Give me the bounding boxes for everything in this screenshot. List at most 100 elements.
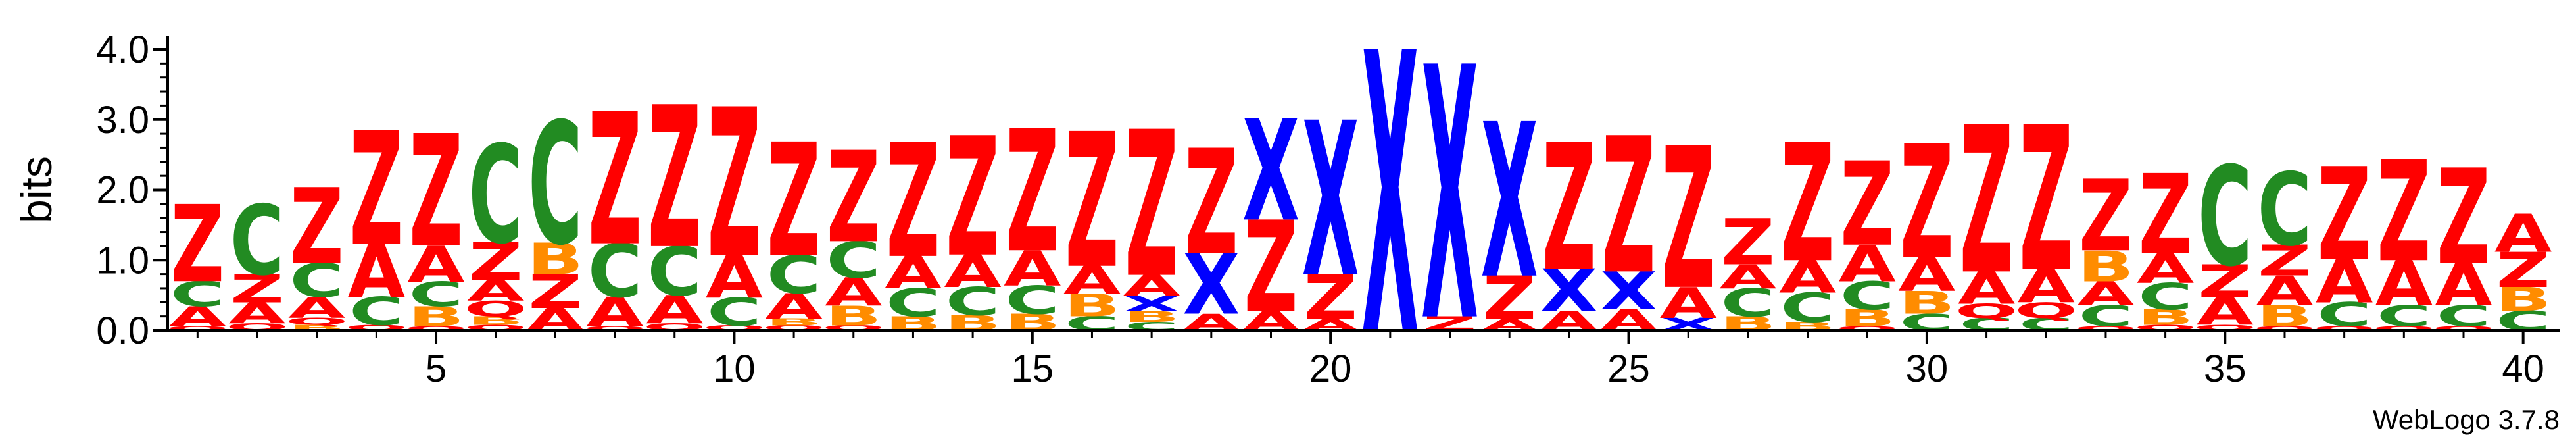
x-tick-label: 35 [2204, 348, 2247, 390]
weblogo-credit: WebLogo 3.7.8 [2373, 404, 2560, 435]
x-tick-label: 10 [713, 348, 756, 390]
logo-glyph-c: C [468, 117, 523, 274]
logo-glyph-z: Z [1602, 97, 1656, 315]
logo-glyph-z: Z [1721, 205, 1775, 279]
logo-glyph-c: C [2079, 300, 2133, 334]
logo-glyph-a: A [586, 289, 643, 336]
logo-glyph-z: Z [1184, 120, 1238, 288]
logo-glyph-z: Z [2437, 142, 2491, 294]
logo-glyph-c: C [886, 281, 940, 326]
logo-glyph-z: Z [708, 66, 762, 305]
logo-glyph-q: Q [822, 324, 885, 332]
logo-glyph-c: C [588, 229, 643, 314]
logo-glyph-z: Z [1781, 111, 1835, 299]
logo-glyph-c: C [528, 88, 583, 282]
logo-glyph-z: Z [1065, 94, 1119, 310]
logo-glyph-x: X [1302, 78, 1359, 324]
logo-glyph-q: Q [2253, 325, 2316, 332]
logo-glyph-a: A [706, 244, 763, 311]
logo-glyph-z: Z [2139, 151, 2193, 280]
logo-glyph-a: A [169, 301, 227, 333]
logo-glyph-z: Z [409, 103, 463, 282]
logo-glyph-a: A [2375, 249, 2433, 320]
logo-glyph-q: Q [2014, 298, 2078, 323]
logo-glyph-c: C [2198, 138, 2252, 297]
logo-glyph-a: A [885, 247, 942, 299]
x-tick-label: 25 [1607, 348, 1650, 390]
logo-glyph-b: B [825, 301, 882, 332]
logo-glyph-a: A [2137, 245, 2194, 292]
logo-glyph-z: Z [2377, 131, 2431, 293]
logo-glyph-b: B [2495, 280, 2552, 319]
logo-glyph-z: Z [1244, 195, 1298, 340]
logo-glyph-z: Z [1542, 108, 1596, 310]
logo-glyph-x: X [1242, 91, 1300, 253]
logo-glyph-c: C [946, 280, 1000, 324]
logo-glyph-b: B [2078, 242, 2134, 292]
logo-glyph-q: Q [464, 297, 527, 322]
logo-glyph-a: A [944, 245, 1001, 297]
logo-glyph-a: A [1839, 235, 1896, 294]
logo-glyph-z: Z [827, 125, 881, 271]
y-tick-label: 0.0 [96, 309, 149, 352]
logo-glyph-c: C [2138, 275, 2193, 318]
y-tick-label: 4.0 [96, 28, 149, 71]
logo-glyph-z: Z [2079, 160, 2133, 274]
x-tick-label: 30 [1906, 348, 1949, 390]
logo-glyph-a: A [646, 288, 704, 333]
logo-glyph-q: Q [702, 324, 766, 332]
logo-glyph-b: B [2256, 300, 2313, 334]
logo-glyph-z: Z [1303, 263, 1357, 334]
logo-glyph-c: C [409, 275, 464, 315]
x-axis-ticks: 5 10 15 20 25 30 35 40 [196, 330, 2544, 390]
logo-glyph-b: B [1064, 288, 1121, 324]
logo-glyph-b: B [766, 317, 822, 328]
logo-glyph-q: Q [2313, 325, 2376, 332]
x-tick-label: 40 [2502, 348, 2544, 390]
logo-glyph-z: Z [2258, 236, 2312, 286]
logo-glyph-z: Z [2019, 85, 2073, 316]
logo-glyph-a: A [1719, 258, 1776, 296]
x-tick-label: 5 [425, 348, 447, 390]
logo-glyph-x: X [1421, 0, 1478, 398]
logo-glyph-c: C [170, 274, 225, 315]
logo-glyph-x: X [1600, 261, 1657, 322]
logo-glyph-c: C [1721, 281, 1776, 326]
logo-glyph-x: X [1361, 0, 1419, 422]
logo-glyph-c: C [707, 290, 762, 335]
logo-glyph-c: C [289, 254, 344, 308]
logo-glyph-z: Z [290, 167, 344, 288]
logo-glyphs: QACZQAZCBQACZQCAZQBCAZQBQAZCAZBCQACZQACZ… [166, 0, 2552, 422]
logo-glyph-b: B [1123, 309, 1180, 325]
logo-glyph-c: C [2258, 152, 2312, 269]
logo-glyph-z: Z [2496, 243, 2550, 299]
y-axis-label: bits [12, 156, 61, 224]
logo-glyph-z: Z [588, 75, 642, 286]
logo-glyph-c: C [349, 290, 404, 334]
logo-glyph-c: C [826, 231, 881, 290]
x-tick-label: 15 [1011, 348, 1054, 390]
logo-glyph-x: X [1182, 237, 1240, 333]
logo-glyph-z: Z [2198, 255, 2252, 307]
logo-glyph-a: A [2018, 260, 2076, 314]
x-tick-label: 20 [1309, 348, 1352, 390]
logo-glyph-c: C [2317, 296, 2371, 334]
logo-glyph-a: A [2435, 251, 2492, 319]
logo-glyph-a: A [228, 297, 285, 330]
logo-glyph-a: A [288, 292, 345, 325]
logo-glyph-c: C [1840, 274, 1895, 319]
logo-glyph-z: Z [349, 99, 403, 281]
logo-glyph-a: A [765, 286, 822, 327]
logo-glyph-a: A [1004, 242, 1061, 297]
logo-glyph-c: C [1005, 278, 1059, 323]
logo-glyph-a: A [2197, 290, 2254, 334]
logo-glyph-c: C [1780, 285, 1835, 332]
logo-glyph-z: Z [230, 267, 284, 312]
logo-glyph-c: C [230, 185, 285, 297]
logo-glyph-b: B [2137, 305, 2194, 330]
logo-glyph-a: A [348, 230, 405, 314]
y-tick-label: 3.0 [96, 99, 149, 142]
logo-glyph-z: Z [2318, 142, 2371, 290]
logo-glyph-a: A [1898, 249, 1956, 303]
